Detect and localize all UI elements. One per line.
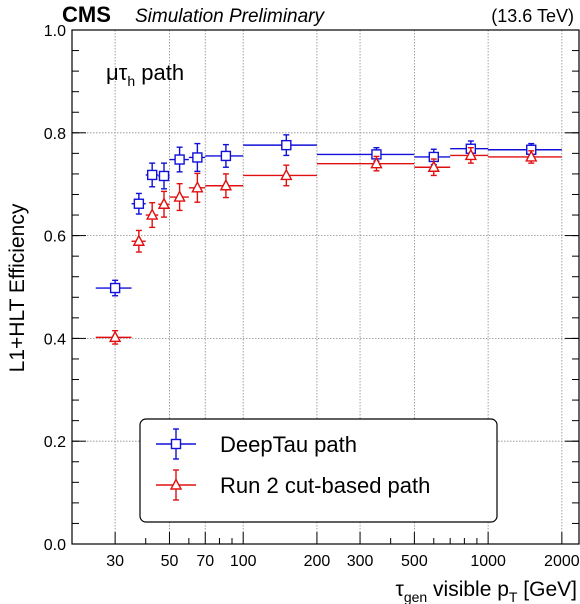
x-tick-label: 50 <box>161 553 179 570</box>
deeptau-point <box>414 148 451 166</box>
deeptau-point <box>488 142 562 157</box>
series-deeptau <box>95 134 562 297</box>
legend-box <box>139 418 498 523</box>
x-tick-label: 200 <box>304 553 331 570</box>
deeptau-point <box>131 192 146 215</box>
run2-marker <box>219 178 233 191</box>
run2-point <box>205 173 244 199</box>
legend-marker-shape <box>169 477 183 490</box>
deeptau-point <box>158 162 170 190</box>
y-tick-label: 0.4 <box>44 331 66 348</box>
y-axis-label: L1+HLT Efficiency <box>6 203 29 372</box>
run2-marker <box>191 180 204 193</box>
x-tick-label: 300 <box>347 553 374 570</box>
y-tick-label: 0.8 <box>44 126 66 143</box>
status-label: Simulation Preliminary <box>135 6 326 27</box>
legend-run2-marker <box>156 469 196 501</box>
cms-label: CMS <box>62 2 111 27</box>
path-annotation-suffix: path <box>135 60 184 85</box>
run2-point <box>450 147 489 164</box>
run2-marker <box>173 190 186 202</box>
legend: DeepTau path Run 2 cut-based path <box>139 418 498 523</box>
run2-marker <box>157 197 171 209</box>
deeptau-marker <box>146 169 158 181</box>
run2-point <box>131 229 146 253</box>
deeptau-marker <box>174 154 185 165</box>
run2-marker <box>146 208 159 220</box>
deeptau-point <box>95 279 132 297</box>
legend-marks <box>156 428 196 501</box>
legend-deeptau-label: DeepTau path <box>220 432 357 457</box>
run2-point <box>243 164 317 187</box>
deeptau-point <box>205 143 244 168</box>
y-tick-label: 0.0 <box>44 537 66 554</box>
y-tick-label: 0.6 <box>44 229 66 246</box>
x-axis-label-main: τ <box>396 578 405 601</box>
run2-marker <box>280 168 293 181</box>
path-annotation-prefix: μτ <box>106 60 128 85</box>
deeptau-marker <box>281 139 292 151</box>
axis-ticks <box>71 29 579 545</box>
legend-run2-label: Run 2 cut-based path <box>220 473 430 498</box>
deeptau-marker <box>109 282 121 294</box>
energy-label: (13.6 TeV) <box>491 6 574 26</box>
legend-deeptau-marker <box>156 428 196 460</box>
deeptau-marker <box>192 152 203 163</box>
y-tick-label: 1.0 <box>44 23 66 40</box>
x-tick-label: 2000 <box>544 553 580 570</box>
x-tick-label: 1000 <box>470 553 506 570</box>
legend-marker-shape <box>170 438 182 450</box>
run2-marker <box>132 234 146 246</box>
run2-point <box>488 149 562 164</box>
x-axis-label-main-sub: gen <box>404 589 427 604</box>
y-tick-label: 0.2 <box>44 434 66 451</box>
run2-point <box>157 190 171 218</box>
run2-point <box>414 158 451 177</box>
data-marks <box>95 134 562 345</box>
run2-marker <box>427 160 440 172</box>
deeptau-marker <box>133 198 145 209</box>
deeptau-point <box>243 134 317 157</box>
run2-point <box>169 182 189 212</box>
x-tick-label: 70 <box>196 553 214 570</box>
x-tick-label: 100 <box>230 553 257 570</box>
plot-frame <box>71 29 580 545</box>
deeptau-point <box>188 142 206 173</box>
deeptau-marker <box>158 170 170 182</box>
deeptau-point <box>316 147 415 162</box>
x-axis-label-tail: [GeV] <box>517 578 577 601</box>
run2-marker <box>464 148 477 161</box>
x-axis-label-mid: visible p <box>427 578 509 601</box>
deeptau-marker <box>220 150 232 162</box>
path-annotation-sub: h <box>127 73 135 89</box>
run2-point <box>316 155 415 172</box>
run2-marker <box>525 149 538 162</box>
deeptau-point <box>145 162 159 188</box>
run2-marker <box>370 156 383 169</box>
run2-marker <box>108 330 122 343</box>
x-tick-label: 500 <box>401 553 428 570</box>
tick-labels: 30 50 70 100 200 300 500 1000 2000 0.0 0.2 0.4 0.6 0.… <box>44 23 580 570</box>
x-axis-label: τgen visible pT [GeV] <box>396 578 577 604</box>
series-run2 <box>95 147 562 345</box>
run2-point <box>145 202 159 229</box>
x-tick-label: 30 <box>106 553 124 570</box>
path-annotation: μτh path <box>106 60 184 89</box>
run2-point <box>188 172 206 203</box>
run2-point <box>95 329 132 345</box>
x-axis-label-mid-sub: T <box>509 589 518 604</box>
deeptau-point <box>169 146 189 173</box>
